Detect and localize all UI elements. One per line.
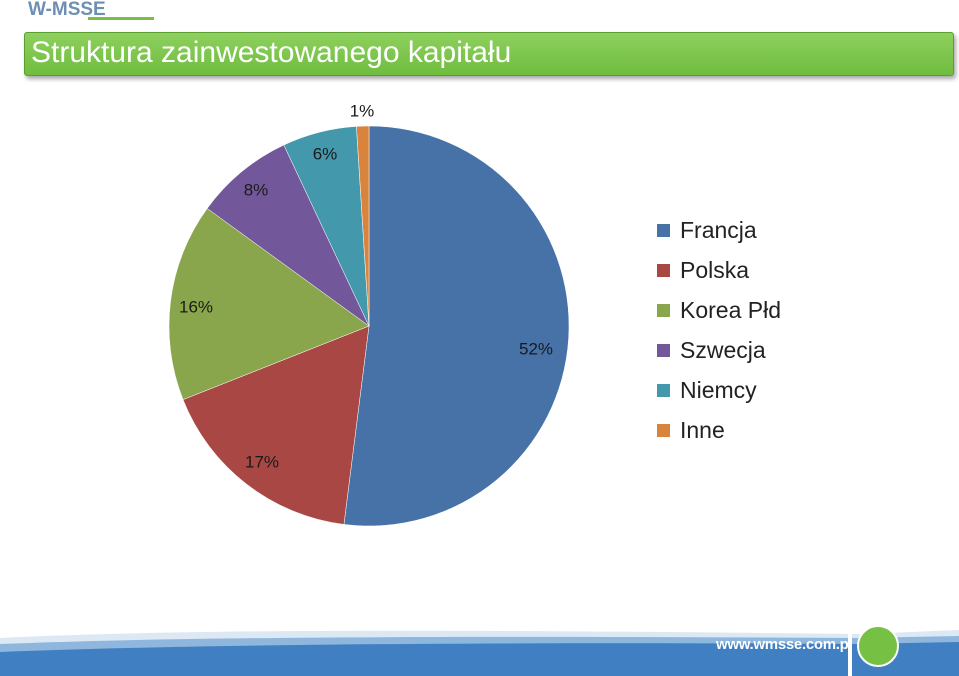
- pie-slice-szwecja: [206, 144, 370, 327]
- legend-item-inne: Inne: [657, 410, 907, 450]
- legend-swatch: [657, 263, 670, 277]
- pie-slice-korea-płd: [168, 208, 370, 400]
- legend-label: Francja: [680, 216, 757, 243]
- pie-chart: 52% 17% 16% 8% 6% 1%: [168, 101, 570, 527]
- wmsse-logo: W-MSSE: [28, 0, 154, 20]
- logo-text: W-MSSE: [28, 0, 106, 20]
- footer-banner: [0, 622, 959, 676]
- pie-slice-francja: [343, 125, 570, 527]
- data-label-francja: 52%: [519, 339, 553, 358]
- legend-item-francja: Francja: [657, 210, 907, 250]
- title-bar: Struktura zainwestowanego kapitału: [24, 32, 954, 76]
- pie-slice-polska: [182, 325, 370, 525]
- data-label-korea-płd: 16%: [179, 297, 213, 316]
- data-label-inne: 1%: [350, 101, 375, 120]
- legend-swatch: [657, 223, 670, 237]
- data-label-niemcy: 6%: [313, 144, 338, 163]
- legend-item-szwecja: Szwecja: [657, 330, 907, 370]
- legend-label: Inne: [680, 416, 725, 443]
- legend-item-korea-płd: Korea Płd: [657, 290, 907, 330]
- page-title: Struktura zainwestowanego kapitału: [31, 36, 512, 69]
- data-label-polska: 17%: [245, 452, 279, 471]
- chart-legend: Francja Polska Korea Płd Szwecja Niemcy Inne: [657, 210, 907, 450]
- legend-item-polska: Polska: [657, 250, 907, 290]
- legend-swatch: [657, 343, 670, 357]
- legend-swatch: [657, 383, 670, 397]
- data-label-szwecja: 8%: [244, 180, 269, 199]
- legend-label: Korea Płd: [680, 296, 782, 323]
- pie-slice-inne: [356, 125, 370, 327]
- green-circle-icon: [857, 625, 899, 667]
- legend-swatch: [657, 303, 670, 317]
- legend-label: Szwecja: [680, 336, 766, 363]
- legend-label: Polska: [680, 256, 750, 283]
- legend-label: Niemcy: [680, 376, 757, 403]
- legend-item-niemcy: Niemcy: [657, 370, 907, 410]
- footer-website: www.wmsse.com.pl: [716, 636, 853, 653]
- legend-swatch: [657, 423, 670, 437]
